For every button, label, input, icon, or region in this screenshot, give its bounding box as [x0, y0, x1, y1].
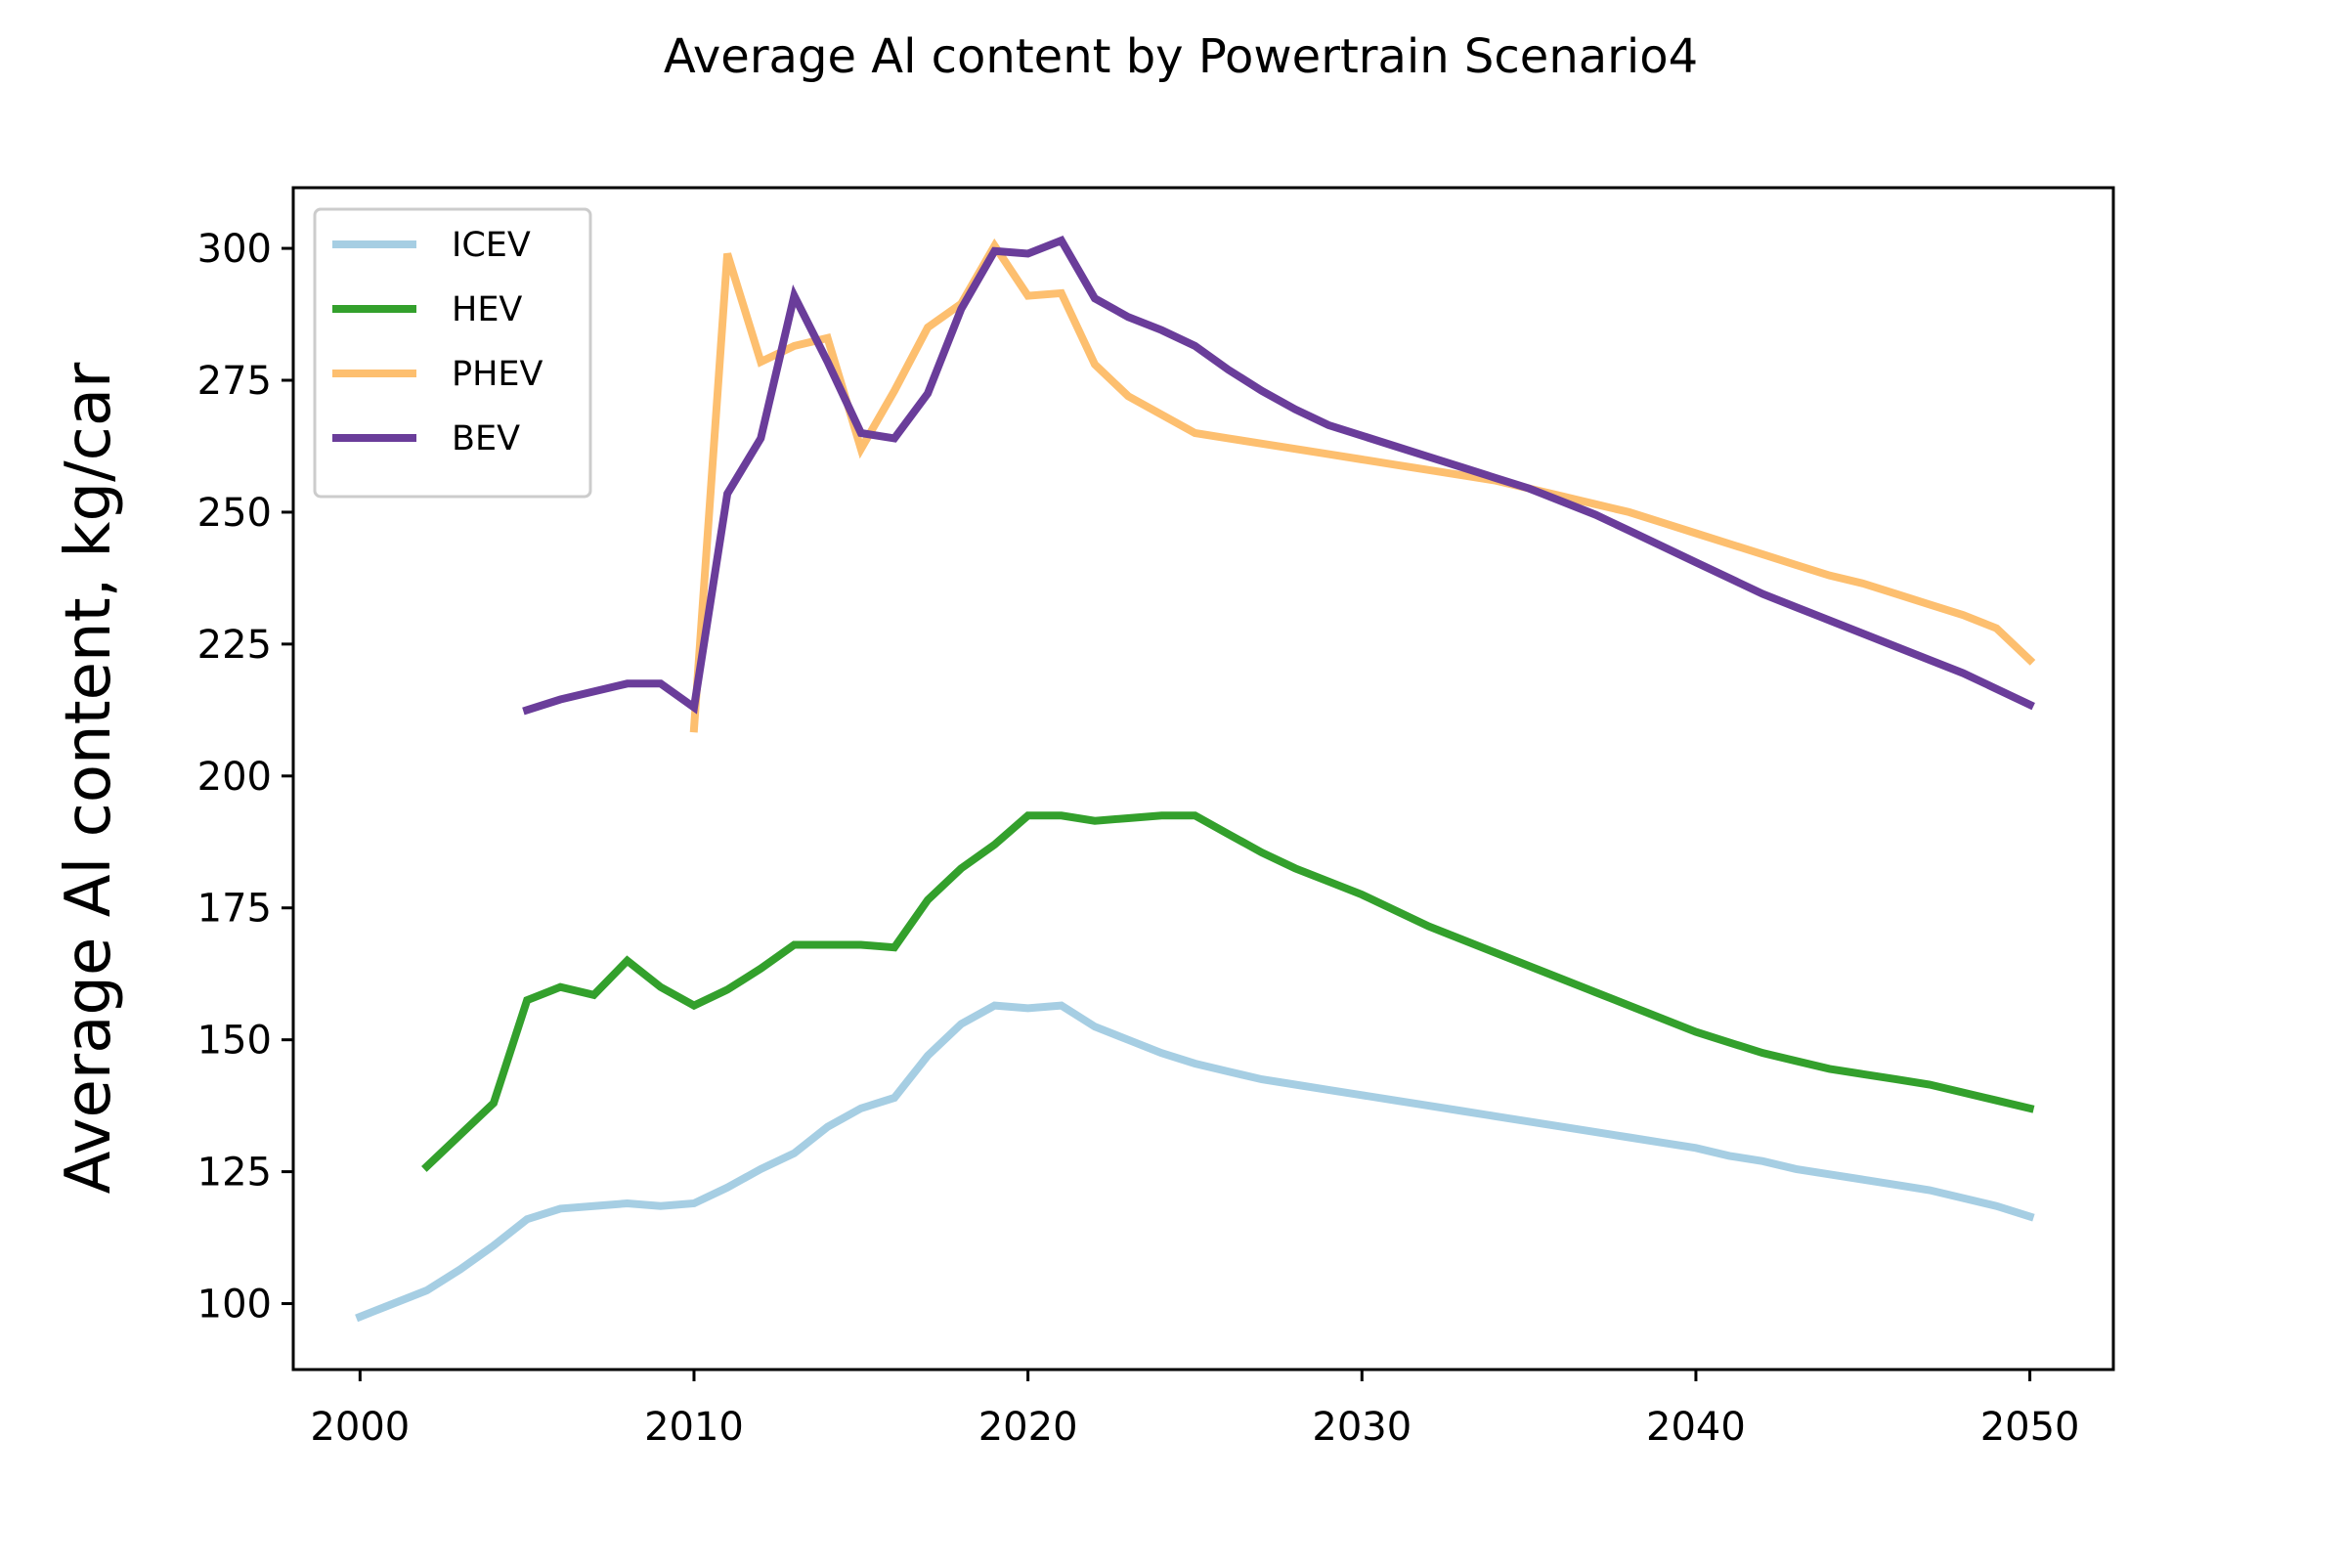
- legend-label-hev: HEV: [452, 290, 522, 329]
- x-tick-label: 2000: [310, 1405, 410, 1450]
- y-tick-label: 225: [197, 623, 272, 668]
- series-line-hev: [421, 811, 2035, 1172]
- legend-label-phev: PHEV: [452, 355, 543, 394]
- plot-area: [355, 236, 2036, 1323]
- y-tick-label: 275: [197, 359, 272, 404]
- series-line-icev: [355, 1001, 2035, 1323]
- x-tick-label: 2030: [1312, 1405, 1412, 1450]
- y-tick-label: 150: [197, 1019, 272, 1064]
- y-tick-label: 250: [197, 491, 272, 536]
- y-tick-label: 100: [197, 1283, 272, 1328]
- series-line-phev: [689, 238, 2036, 733]
- y-tick-label: 125: [197, 1151, 272, 1196]
- legend: ICEV HEV PHEV BEV: [313, 207, 592, 499]
- chart-title: Average Al content by Powertrain Scenari…: [664, 29, 1698, 84]
- x-tick-label: 2040: [1646, 1405, 1746, 1450]
- y-tick-label: 175: [197, 887, 272, 932]
- x-axis: 2000 2010 2020 2030 2040 2050: [310, 1370, 2079, 1450]
- y-axis-label: Average Al content, kg/car: [53, 362, 125, 1194]
- x-tick-label: 2010: [644, 1405, 744, 1450]
- legend-label-icev: ICEV: [452, 226, 531, 265]
- legend-box: [313, 207, 592, 499]
- x-tick-label: 2020: [978, 1405, 1078, 1450]
- x-tick-label: 2050: [1980, 1405, 2080, 1450]
- legend-label-bev: BEV: [452, 419, 520, 458]
- plot-frame: [291, 186, 2115, 1372]
- y-axis: 100 125 150 175 200 225 250 275 300: [197, 227, 293, 1328]
- y-tick-label: 200: [197, 755, 272, 800]
- y-tick-label: 300: [197, 227, 272, 272]
- series-line-bev: [522, 236, 2035, 716]
